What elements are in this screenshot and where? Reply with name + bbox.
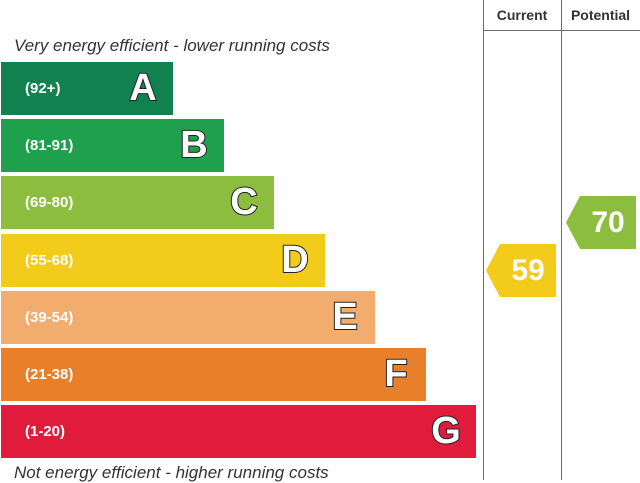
top-caption: Very energy efficient - lower running co… bbox=[14, 36, 330, 55]
potential-rating-arrow-value: 70 bbox=[591, 206, 625, 239]
potential-rating-arrow-polygon bbox=[566, 196, 636, 249]
band-c: (69-80) C bbox=[1, 176, 274, 229]
right-divider bbox=[561, 0, 562, 480]
band-range-label: (92+) bbox=[25, 80, 61, 97]
potential-column-header: Potential bbox=[570, 7, 631, 23]
band-letter: G bbox=[430, 409, 462, 453]
band-letter: A bbox=[128, 66, 157, 110]
band-range-label: (39-54) bbox=[25, 309, 74, 326]
band-d: (55-68) D bbox=[1, 234, 325, 287]
band-range-label: (69-80) bbox=[25, 194, 74, 211]
band-range-label: (21-38) bbox=[25, 366, 74, 383]
band-letter: F bbox=[383, 352, 408, 396]
band-g: (1-20) G bbox=[1, 405, 476, 458]
band-letter: B bbox=[179, 123, 208, 167]
band-range-label: (1-20) bbox=[25, 423, 66, 440]
left-divider bbox=[483, 0, 484, 480]
band-range-label: (81-91) bbox=[25, 137, 74, 154]
potential-rating-arrow: 70 bbox=[566, 196, 636, 249]
current-column-header: Current bbox=[496, 7, 548, 23]
band-letter: D bbox=[280, 238, 309, 282]
bottom-caption: Not energy efficient - higher running co… bbox=[14, 463, 329, 482]
band-letter: C bbox=[229, 180, 258, 224]
current-rating-arrow-shape bbox=[486, 244, 556, 297]
current-rating-arrow: 59 bbox=[486, 244, 556, 297]
current-rating-arrow-polygon bbox=[486, 244, 556, 297]
band-b: (81-91) B bbox=[1, 119, 224, 172]
band-e: (39-54) E bbox=[1, 291, 375, 344]
header-divider bbox=[483, 30, 640, 31]
band-a: (92+) A bbox=[1, 62, 173, 115]
band-range-label: (55-68) bbox=[25, 252, 74, 269]
current-rating-arrow-value: 59 bbox=[511, 254, 545, 287]
potential-rating-arrow-shape bbox=[566, 196, 636, 249]
band-letter: E bbox=[331, 295, 358, 339]
band-f: (21-38) F bbox=[1, 348, 426, 401]
